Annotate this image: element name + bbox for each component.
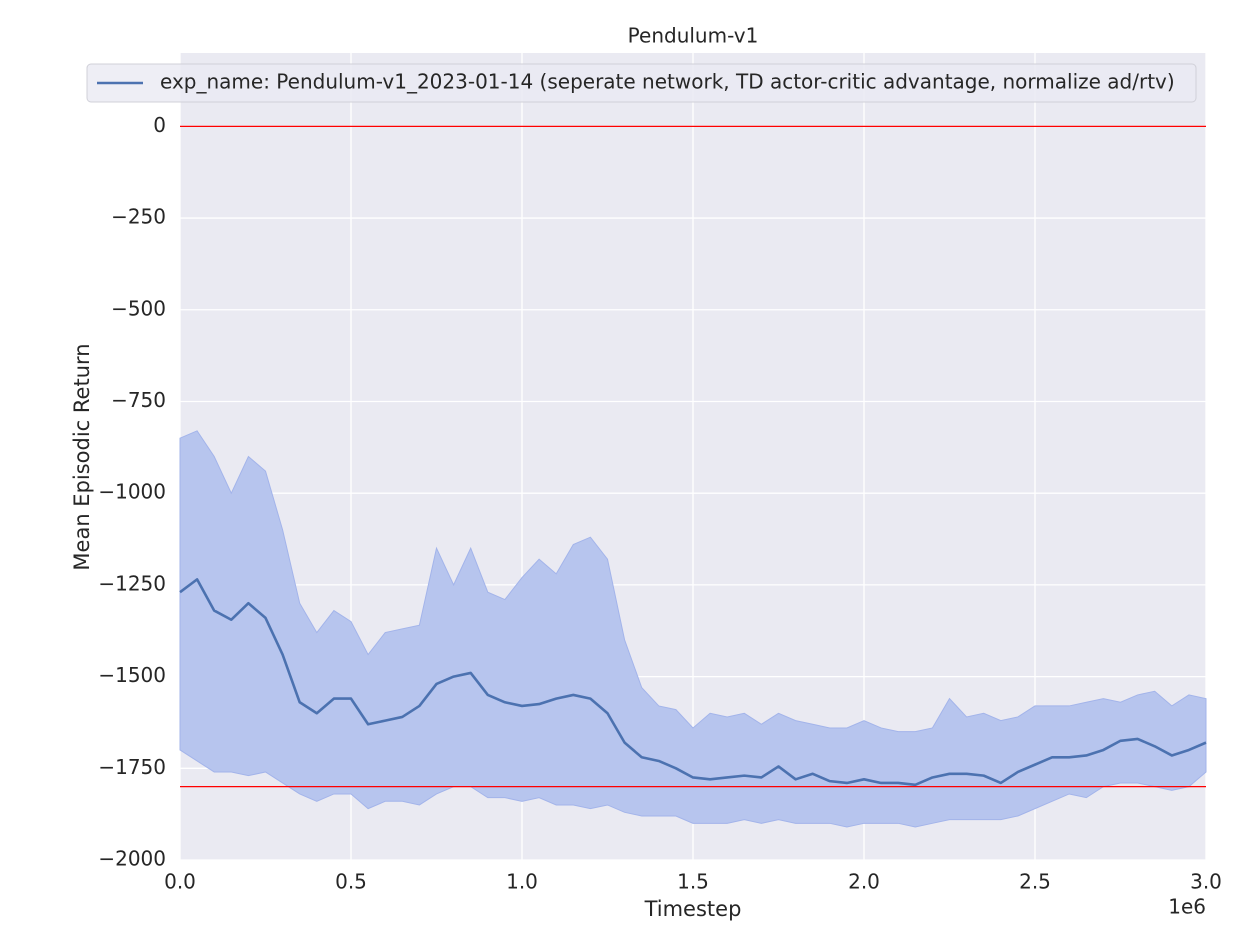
y-tick-label: −1000 [98, 480, 166, 504]
x-tick-label: 0.5 [335, 870, 367, 894]
y-tick-label: −750 [111, 388, 166, 412]
y-axis-label: Mean Episodic Return [70, 343, 94, 570]
legend-label: exp_name: Pendulum-v1_2023-01-14 (sepera… [160, 70, 1175, 94]
x-offset-label: 1e6 [1168, 895, 1206, 919]
chart-title: Pendulum-v1 [628, 24, 759, 48]
band [179, 430, 1207, 828]
x-tick-label: 0.0 [164, 870, 196, 894]
y-tick-label: −500 [111, 296, 166, 320]
x-axis-label: Timestep [644, 897, 742, 921]
x-tick-label: 3.0 [1190, 870, 1222, 894]
legend: exp_name: Pendulum-v1_2023-01-14 (sepera… [86, 63, 1197, 103]
y-tick-label: −2000 [98, 847, 166, 871]
legend-box [86, 63, 1197, 103]
x-tick-label: 2.0 [848, 870, 880, 894]
x-tick-label: 2.5 [1019, 870, 1051, 894]
x-tick-label: 1.5 [677, 870, 709, 894]
y-tick-label: −1750 [98, 755, 166, 779]
y-tick-label: 0 [153, 113, 166, 137]
y-tick-label: −250 [111, 205, 166, 229]
line [179, 578, 1207, 787]
x-tick-label: 1.0 [506, 870, 538, 894]
y-tick-label: −1500 [98, 663, 166, 687]
y-tick-label: −1250 [98, 571, 166, 595]
